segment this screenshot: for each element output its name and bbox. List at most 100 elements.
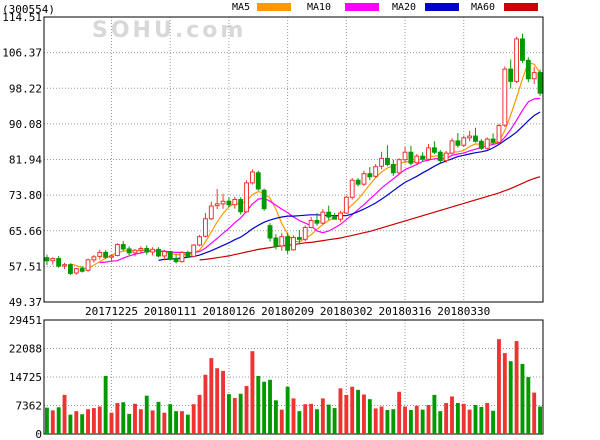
volume-bar <box>461 403 466 434</box>
volume-bar <box>273 400 278 434</box>
volume-bar <box>174 411 179 434</box>
date-label: 20180111 <box>144 305 197 318</box>
candle-body <box>490 138 496 143</box>
volume-bar <box>502 353 507 434</box>
volume-bar <box>362 394 366 434</box>
candle-body <box>285 236 291 251</box>
volume-bar <box>285 386 290 434</box>
candle-body <box>132 249 138 254</box>
candle-body <box>67 264 73 274</box>
candle-body <box>349 179 355 198</box>
volume-bar <box>115 403 120 434</box>
candle-body <box>173 258 179 263</box>
candle-body <box>437 151 443 162</box>
candle-body <box>520 38 525 61</box>
candle-body <box>384 157 390 165</box>
volume-bar <box>103 375 108 434</box>
legend-row: (300554) MA5 MA10 MA20 MA60 <box>0 0 600 16</box>
date-label: 20171225 <box>85 305 138 318</box>
volume-bar <box>397 391 402 434</box>
volume-bar <box>414 405 419 434</box>
candle-body <box>62 264 67 267</box>
price-pane-frame <box>43 16 544 303</box>
candle-body <box>44 257 50 262</box>
volume-bar <box>332 408 337 434</box>
candle-body <box>267 225 273 239</box>
price-tick-label: 73.80 <box>9 189 42 202</box>
candle-body <box>208 205 214 220</box>
volume-bar <box>226 394 231 434</box>
candle-body <box>302 226 308 240</box>
price-tick-label: 65.66 <box>9 225 42 238</box>
volume-bar <box>250 351 255 434</box>
volume-bar <box>74 411 79 434</box>
volume-bar <box>97 406 102 434</box>
volume-bar <box>356 389 361 434</box>
legend-ma20-label: MA20 <box>392 2 417 13</box>
volume-bar <box>168 404 173 434</box>
candle-body <box>214 203 220 207</box>
volume-bar <box>156 401 161 434</box>
ma-line-ma10 <box>99 97 541 264</box>
candle-body <box>326 211 332 218</box>
volume-bar <box>338 388 343 434</box>
candle-body <box>291 237 296 251</box>
candle-body <box>261 189 267 210</box>
date-label: 20180209 <box>261 305 314 318</box>
candle-body <box>484 138 490 149</box>
volume-tick-label: 22088 <box>9 343 42 356</box>
volume-bar <box>350 386 355 434</box>
volume-bar <box>109 412 114 434</box>
sohu-watermark: SOHU.com <box>92 18 247 43</box>
volume-bar <box>344 394 349 434</box>
candle-body <box>232 198 238 206</box>
volume-bar <box>203 374 208 434</box>
candle-body <box>314 219 320 224</box>
ma-line-ma20 <box>158 111 541 261</box>
volume-bar <box>309 403 314 434</box>
volume-tick-label: 29451 <box>9 314 42 327</box>
volume-bar <box>303 404 308 434</box>
volume-bar <box>426 404 431 434</box>
volume-bar <box>391 409 396 434</box>
volume-tick-label: 14725 <box>9 371 42 384</box>
volume-bar <box>121 402 126 434</box>
volume-bar <box>373 408 378 434</box>
candle-body <box>79 268 85 272</box>
candle-body <box>449 140 455 154</box>
candle-body <box>361 173 367 185</box>
price-tick-label: 49.37 <box>9 296 42 309</box>
volume-bar <box>367 399 372 434</box>
candle-body <box>220 200 226 205</box>
candle-body <box>473 135 478 142</box>
volume-bar <box>514 341 519 434</box>
candle-body <box>420 155 426 160</box>
volume-bar <box>232 398 237 434</box>
candle-body <box>402 151 408 161</box>
volume-bar <box>297 411 302 434</box>
candle-body <box>203 218 208 237</box>
volume-bar <box>326 404 331 434</box>
volume-bar <box>138 409 143 434</box>
candle-body <box>191 244 197 257</box>
volume-bar <box>444 403 449 434</box>
volume-bar <box>379 406 384 434</box>
volume-bar <box>532 392 537 434</box>
volume-bar <box>56 407 61 434</box>
candle-body <box>167 251 173 260</box>
date-label: 20180316 <box>379 305 432 318</box>
volume-tick-label: 0 <box>35 428 42 440</box>
candle-body <box>226 200 232 206</box>
volume-bar <box>144 395 149 434</box>
volume-bar <box>279 409 284 434</box>
volume-bar <box>479 406 484 434</box>
candle-body <box>408 151 414 164</box>
candle-body <box>426 147 431 160</box>
ma-line-ma60 <box>199 176 541 261</box>
volume-bar <box>191 404 196 434</box>
candle-body <box>443 152 449 162</box>
price-tick-label: 81.94 <box>9 154 42 167</box>
candle-body <box>255 172 261 190</box>
legend-ma60-label: MA60 <box>471 2 496 13</box>
